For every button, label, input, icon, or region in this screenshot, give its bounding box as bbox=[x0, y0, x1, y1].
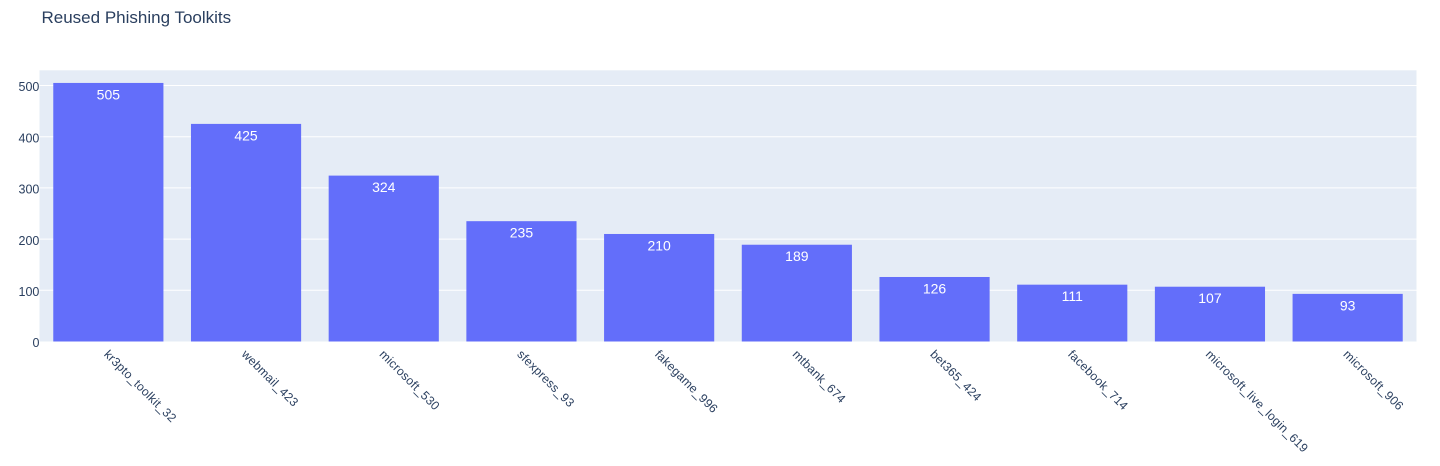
svg-text:0: 0 bbox=[32, 336, 39, 350]
svg-text:400: 400 bbox=[19, 131, 40, 145]
svg-text:235: 235 bbox=[510, 225, 534, 241]
svg-text:300: 300 bbox=[19, 183, 40, 197]
svg-text:100: 100 bbox=[19, 285, 40, 299]
svg-text:324: 324 bbox=[372, 179, 396, 195]
svg-text:505: 505 bbox=[97, 86, 121, 102]
svg-text:Reused Phishing Toolkits: Reused Phishing Toolkits bbox=[42, 8, 232, 27]
svg-text:500: 500 bbox=[19, 80, 40, 94]
svg-text:200: 200 bbox=[19, 234, 40, 248]
svg-text:210: 210 bbox=[647, 237, 671, 253]
svg-text:126: 126 bbox=[923, 280, 947, 296]
svg-text:189: 189 bbox=[785, 248, 809, 264]
svg-text:425: 425 bbox=[234, 127, 258, 143]
svg-text:111: 111 bbox=[1062, 288, 1083, 304]
svg-text:107: 107 bbox=[1198, 290, 1222, 306]
svg-text:93: 93 bbox=[1340, 297, 1356, 313]
